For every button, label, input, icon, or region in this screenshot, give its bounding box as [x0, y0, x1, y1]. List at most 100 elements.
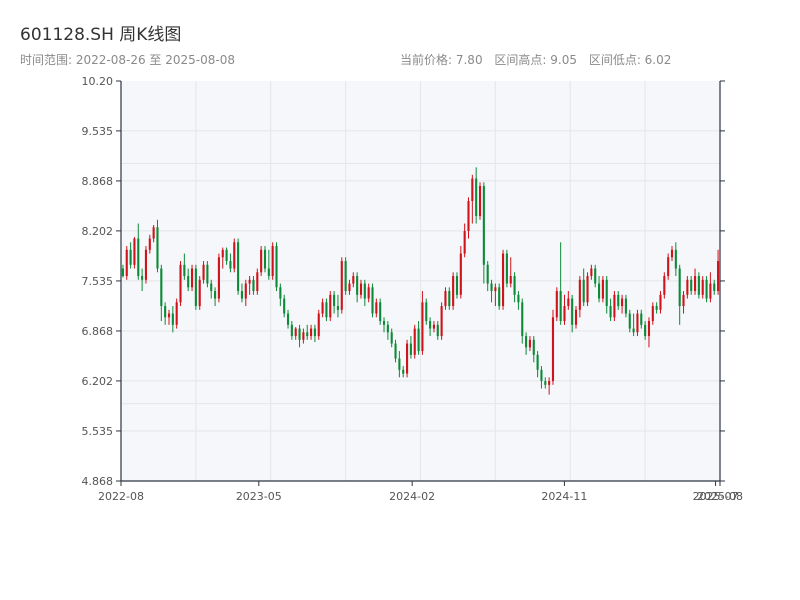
- candle-body: [125, 249, 128, 277]
- y-tick-label: 8.202: [82, 225, 114, 238]
- candle-body: [329, 294, 332, 318]
- candle-body: [371, 287, 374, 314]
- y-tick-label: 6.868: [82, 325, 114, 338]
- candle-body: [310, 328, 313, 337]
- candle-body: [363, 283, 366, 299]
- candle-body: [444, 291, 447, 307]
- candle-body: [697, 276, 700, 295]
- candle-body: [156, 227, 159, 269]
- candle-body: [183, 264, 186, 277]
- candle-body: [605, 279, 608, 307]
- candle-body: [133, 238, 136, 265]
- candle-body: [194, 268, 197, 307]
- candle-body: [206, 264, 209, 284]
- candle-body: [210, 283, 213, 292]
- candle-body: [609, 306, 612, 318]
- candle-body: [690, 279, 693, 292]
- y-tick-label: 8.868: [82, 175, 114, 188]
- candle-body: [713, 283, 716, 292]
- candle-body: [248, 279, 251, 284]
- candle-body: [544, 381, 547, 385]
- candle-body: [597, 283, 601, 299]
- candle-body: [313, 328, 316, 337]
- candle-body: [655, 306, 658, 310]
- candle-body: [532, 339, 535, 355]
- candle-body: [214, 291, 217, 299]
- x-tick-label: 2024-11: [541, 490, 587, 503]
- candle-body: [340, 261, 343, 310]
- candle-body: [413, 328, 416, 355]
- candle-body: [586, 276, 589, 303]
- range-high: 区间高点: 9.05: [494, 53, 577, 67]
- candle-body: [344, 261, 347, 292]
- candle-body: [509, 276, 512, 284]
- candle-body: [574, 309, 578, 325]
- candle-body: [190, 268, 194, 288]
- candle-body: [294, 328, 297, 337]
- candle-body: [333, 294, 336, 307]
- candle-body: [302, 332, 305, 340]
- candle-body: [624, 298, 627, 314]
- candle-body: [187, 276, 190, 288]
- candle-body: [490, 283, 493, 292]
- candle-body: [237, 242, 240, 292]
- candle-body: [221, 249, 224, 258]
- candle-body: [578, 279, 581, 310]
- candle-body: [709, 283, 712, 299]
- candle-body: [321, 302, 324, 314]
- candle-body: [356, 276, 359, 295]
- price-stats: 当前价格: 7.80 区间高点: 9.05 区间低点: 6.02: [400, 51, 679, 68]
- candle-body: [525, 336, 528, 348]
- candle-body: [129, 249, 132, 265]
- candle-body: [244, 283, 247, 299]
- candle-body: [567, 298, 570, 307]
- candle-body: [164, 306, 167, 318]
- candle-body: [229, 261, 232, 269]
- candle-body: [505, 253, 508, 284]
- candle-body: [179, 264, 182, 303]
- candle-body: [390, 332, 393, 344]
- candle-body: [555, 291, 558, 318]
- candle-body: [367, 287, 370, 299]
- candle-body: [421, 302, 424, 352]
- y-tick-label: 10.20: [82, 75, 114, 88]
- candle-body: [674, 249, 677, 269]
- candle-body: [717, 261, 720, 292]
- candle-body: [455, 276, 459, 295]
- candle-body: [663, 276, 666, 295]
- candle-body: [528, 339, 531, 348]
- candle-body: [452, 276, 455, 307]
- x-tick-label: 2025-08: [697, 490, 743, 503]
- candle-body: [256, 272, 259, 292]
- candle-body: [336, 306, 340, 310]
- candle-body: [137, 238, 140, 277]
- candle-body: [459, 253, 462, 295]
- candle-body: [429, 321, 432, 329]
- candle-body: [348, 283, 351, 292]
- y-tick-label: 6.202: [82, 375, 114, 388]
- candle-body: [160, 268, 163, 307]
- candle-body: [571, 298, 574, 325]
- candle-body: [171, 313, 174, 325]
- candle-body: [471, 178, 474, 202]
- candle-body: [494, 287, 497, 292]
- candle-body: [478, 186, 482, 217]
- candle-body: [263, 249, 267, 269]
- candle-body: [436, 324, 439, 337]
- candle-body: [559, 291, 562, 322]
- candle-body: [640, 313, 643, 325]
- candle-body: [617, 294, 620, 307]
- candle-body: [659, 294, 662, 310]
- range-low: 区间低点: 6.02: [588, 53, 672, 67]
- candle-body: [286, 313, 290, 325]
- candle-body: [701, 279, 704, 295]
- candle-body: [563, 306, 566, 322]
- candle-body: [582, 279, 585, 303]
- candle-body: [141, 276, 144, 280]
- candle-body: [621, 298, 624, 307]
- candle-body: [601, 279, 604, 299]
- candle-body: [279, 287, 282, 299]
- candle-body: [636, 313, 639, 333]
- y-tick-label: 9.535: [82, 125, 114, 138]
